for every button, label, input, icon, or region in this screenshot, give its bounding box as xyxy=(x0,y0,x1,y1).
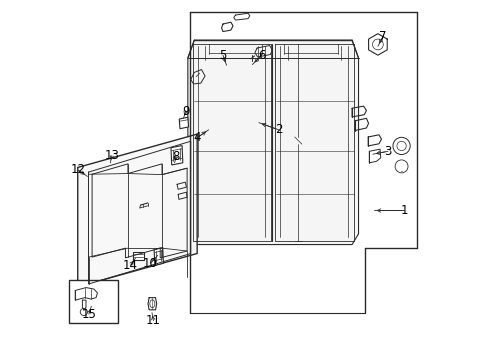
Text: 7: 7 xyxy=(378,30,386,43)
Text: 2: 2 xyxy=(274,123,282,136)
Polygon shape xyxy=(132,252,144,260)
Text: 9: 9 xyxy=(182,105,189,118)
Text: 4: 4 xyxy=(193,131,201,144)
Text: 15: 15 xyxy=(81,308,96,321)
Text: 10: 10 xyxy=(143,257,158,270)
Text: 11: 11 xyxy=(145,314,161,327)
Text: 5: 5 xyxy=(219,49,226,62)
Text: 12: 12 xyxy=(70,163,85,176)
Text: 6: 6 xyxy=(258,49,265,62)
Text: 8: 8 xyxy=(172,150,180,163)
Text: 1: 1 xyxy=(400,204,407,217)
Text: 13: 13 xyxy=(104,149,119,162)
Text: 14: 14 xyxy=(122,259,138,272)
Polygon shape xyxy=(154,247,163,265)
Polygon shape xyxy=(69,280,118,323)
Polygon shape xyxy=(78,134,197,287)
Polygon shape xyxy=(179,117,188,129)
Text: 3: 3 xyxy=(384,145,391,158)
Polygon shape xyxy=(171,145,183,165)
Polygon shape xyxy=(187,40,358,244)
